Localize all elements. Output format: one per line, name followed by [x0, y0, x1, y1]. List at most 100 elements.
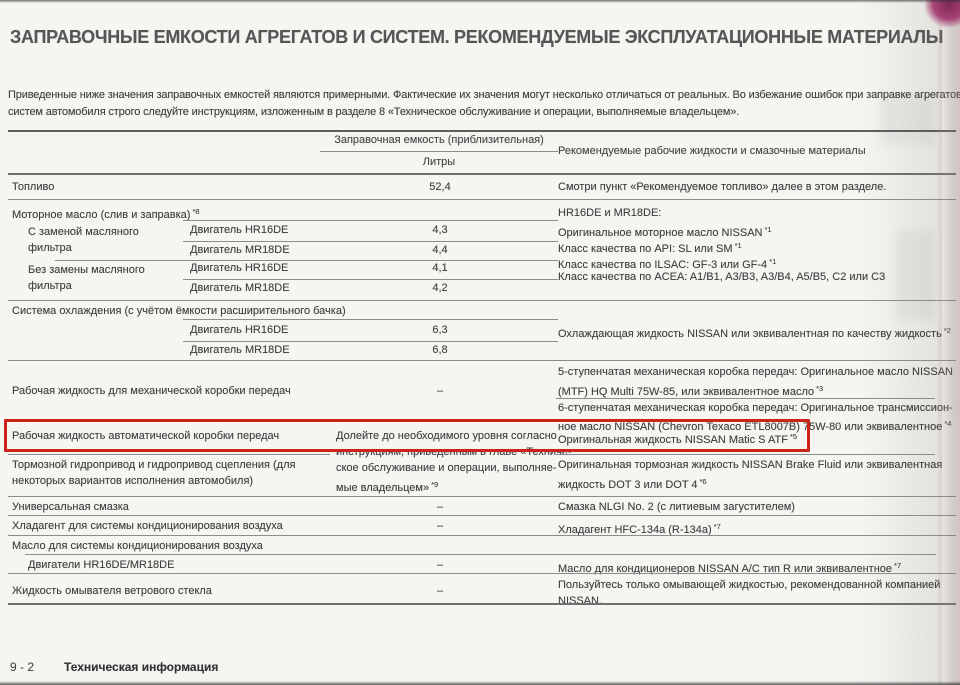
- divider: [8, 454, 330, 455]
- row-label-brake: Тормозной гидропривод и гидропривод сцеп…: [12, 459, 296, 471]
- recommendation-text: Хладагент HFC-134a (R-134a): [558, 524, 712, 536]
- recommendation-text: жидкость DOT 3 или DOT 4: [558, 479, 698, 491]
- group-label-without-filter: Без замены масляного фильтра: [28, 264, 145, 292]
- recommendation-mt-5speed: (MTF) HQ Multi 75W-85, или эквивалентное…: [558, 382, 823, 399]
- section-header-text: Моторное масло (слив и заправка): [12, 209, 191, 221]
- divider: [183, 220, 558, 221]
- capacity-value: 4,3: [432, 224, 448, 236]
- divider: [8, 199, 956, 200]
- recommendation-text: (MTF) HQ Multi 75W-85, или эквивалентное…: [558, 386, 815, 398]
- footnote-mark: *1: [769, 257, 777, 266]
- at-fill-note: мые владельцем» *9: [336, 478, 438, 495]
- recommendation-text: Класс качества по ILSAC: GF-3 или GF-4: [558, 259, 768, 271]
- col-header-recommendations: Рекомендуемые рабочие жидкости и смазочн…: [558, 145, 866, 157]
- divider: [8, 496, 956, 497]
- group-label-with-filter: С заменой масляного фильтра: [28, 226, 139, 254]
- footnote-mark: *7: [713, 522, 721, 531]
- bleedthrough-ghost: [895, 230, 935, 320]
- engine-cell: Двигатель HR16DE: [190, 262, 289, 274]
- engine-cell: Двигатель HR16DE: [190, 324, 289, 336]
- recommendation-washer: Пользуйтесь только омывающей жидкостью, …: [558, 579, 941, 591]
- recommendation-brake: жидкость DOT 3 или DOT 4 *6: [558, 475, 707, 492]
- capacity-value-grease: –: [436, 501, 444, 513]
- recommendation-text: Масло для кондиционеров NISSAN A/C тип R…: [558, 563, 893, 575]
- col-header-capacity: Заправочная емкость (приблизительная): [334, 134, 544, 146]
- footer-section-title: Техническая информация: [64, 660, 219, 674]
- footnote-mark: *2: [944, 326, 951, 335]
- recommendation-mt-6speed: ное масло NISSAN (Chevron Texaco ETL8007…: [558, 417, 951, 434]
- row-label-mt-fluid: Рабочая жидкость для механической коробк…: [12, 385, 291, 397]
- page-curl-shade: [858, 0, 942, 685]
- recommendation-grease: Смазка NLGI No. 2 (с литиевым загустител…: [558, 501, 795, 513]
- capacity-value: 6,3: [432, 324, 448, 336]
- recommendation-refrigerant: Хладагент HFC-134a (R-134a) *7: [558, 520, 721, 537]
- divider: [8, 515, 956, 516]
- footnote-mark: *9: [431, 480, 439, 489]
- recommendation-text: Оригинальное моторное масло NISSAN: [558, 227, 763, 239]
- recommendation-engine-oil: Оригинальное моторное масло NISSAN *1: [558, 223, 772, 240]
- recommendation-fuel: Смотри пункт «Рекомендуемое топливо» дал…: [558, 181, 887, 193]
- recommendation-at-fluid: Оригинальная жидкость NISSAN Matic S ATF…: [558, 430, 797, 447]
- recommendation-engine-oil: Класс качества по ILSAC: GF-3 или GF-4 *1: [558, 255, 776, 272]
- recommendation-mt-5speed: 5-ступенчатая механическая коробка перед…: [558, 366, 953, 378]
- engine-cell: Двигатель MR18DE: [190, 344, 290, 356]
- capacity-value-mt: –: [436, 385, 444, 397]
- engine-cell: Двигатель MR18DE: [190, 282, 290, 294]
- capacity-value-washer: –: [436, 585, 444, 597]
- row-label-washer: Жидкость омывателя ветрового стекла: [12, 585, 212, 597]
- capacity-value: 6,8: [432, 344, 448, 356]
- footnote-mark: *7: [894, 561, 902, 570]
- divider: [8, 300, 956, 301]
- page-edge-bottom: [0, 681, 960, 685]
- capacity-value-ac-oil: –: [436, 559, 444, 571]
- at-fill-note: Долейте до необходимого уровня согласно: [336, 430, 557, 442]
- footnote-mark: *1: [734, 241, 742, 250]
- row-label-fuel: Топливо: [12, 181, 55, 193]
- col-header-units: Литры: [422, 156, 456, 168]
- row-label-brake: некоторых вариантов исполнения автомобил…: [12, 475, 254, 487]
- divider: [320, 151, 558, 152]
- divider: [556, 454, 935, 455]
- divider: [8, 603, 956, 605]
- engine-cell: Двигатели HR16DE/MR18DE: [28, 559, 175, 571]
- recommendation-engine-oil: Класс качества по API: SL или SM *1: [558, 239, 742, 256]
- capacity-value: 4,4: [432, 244, 448, 256]
- highlight-box: [4, 419, 810, 452]
- recommendation-text: Класс качества по API: SL или SM: [558, 243, 733, 255]
- page-edge-top: [0, 0, 960, 3]
- page-edge-right: [938, 0, 960, 685]
- engine-cell: Двигатель HR16DE: [190, 224, 289, 236]
- section-header-engine-oil: Моторное масло (слив и заправка) *8: [12, 205, 200, 222]
- recommendation-ac-oil: Масло для кондиционеров NISSAN A/C тип R…: [558, 559, 901, 576]
- at-fill-note: ское обслуживание и операции, выполняе-: [336, 462, 557, 474]
- divider: [25, 554, 936, 555]
- row-label-refrigerant: Хладагент для системы кондиционирования …: [12, 520, 283, 532]
- bleedthrough-ghost: [880, 95, 935, 145]
- section-header-cooling: Система охлаждения (с учётом ёмкости рас…: [12, 305, 346, 317]
- divider: [8, 535, 956, 536]
- capacity-value: 4,1: [432, 262, 448, 274]
- row-label-grease: Универсальная смазка: [12, 501, 129, 513]
- recommendation-text: Оригинальная жидкость NISSAN Matic S ATF: [558, 434, 788, 446]
- intro-text-line1: Приведенные ниже значения заправочных ем…: [8, 89, 960, 101]
- footnote-mark: *1: [764, 225, 772, 234]
- recommendation-engine-oil: HR16DE и MR18DE:: [558, 207, 662, 219]
- recommendation-washer: NISSAN.: [558, 595, 603, 607]
- footnote-mark: *4: [944, 419, 951, 428]
- divider: [183, 279, 558, 280]
- recommendation-cooling: Охлаждающая жидкость NISSAN или эквивале…: [558, 324, 951, 341]
- footnote-mark: *3: [816, 384, 824, 393]
- recommendation-text: ное масло NISSAN (Chevron Texaco ETL8007…: [558, 421, 943, 433]
- divider: [183, 341, 558, 342]
- footnote-mark: *6: [699, 477, 707, 486]
- recommendation-text: Охлаждающая жидкость NISSAN или эквивале…: [558, 328, 942, 340]
- divider: [55, 260, 558, 261]
- divider: [8, 173, 956, 175]
- divider: [8, 573, 956, 574]
- divider: [8, 360, 956, 361]
- recommendation-engine-oil: Класс качества по ACEA: A1/B1, A3/B3, A3…: [558, 271, 886, 283]
- recommendation-mt-6speed: 6-ступенчатая механическая коробка перед…: [558, 402, 953, 414]
- divider: [8, 130, 956, 132]
- divider: [183, 319, 558, 320]
